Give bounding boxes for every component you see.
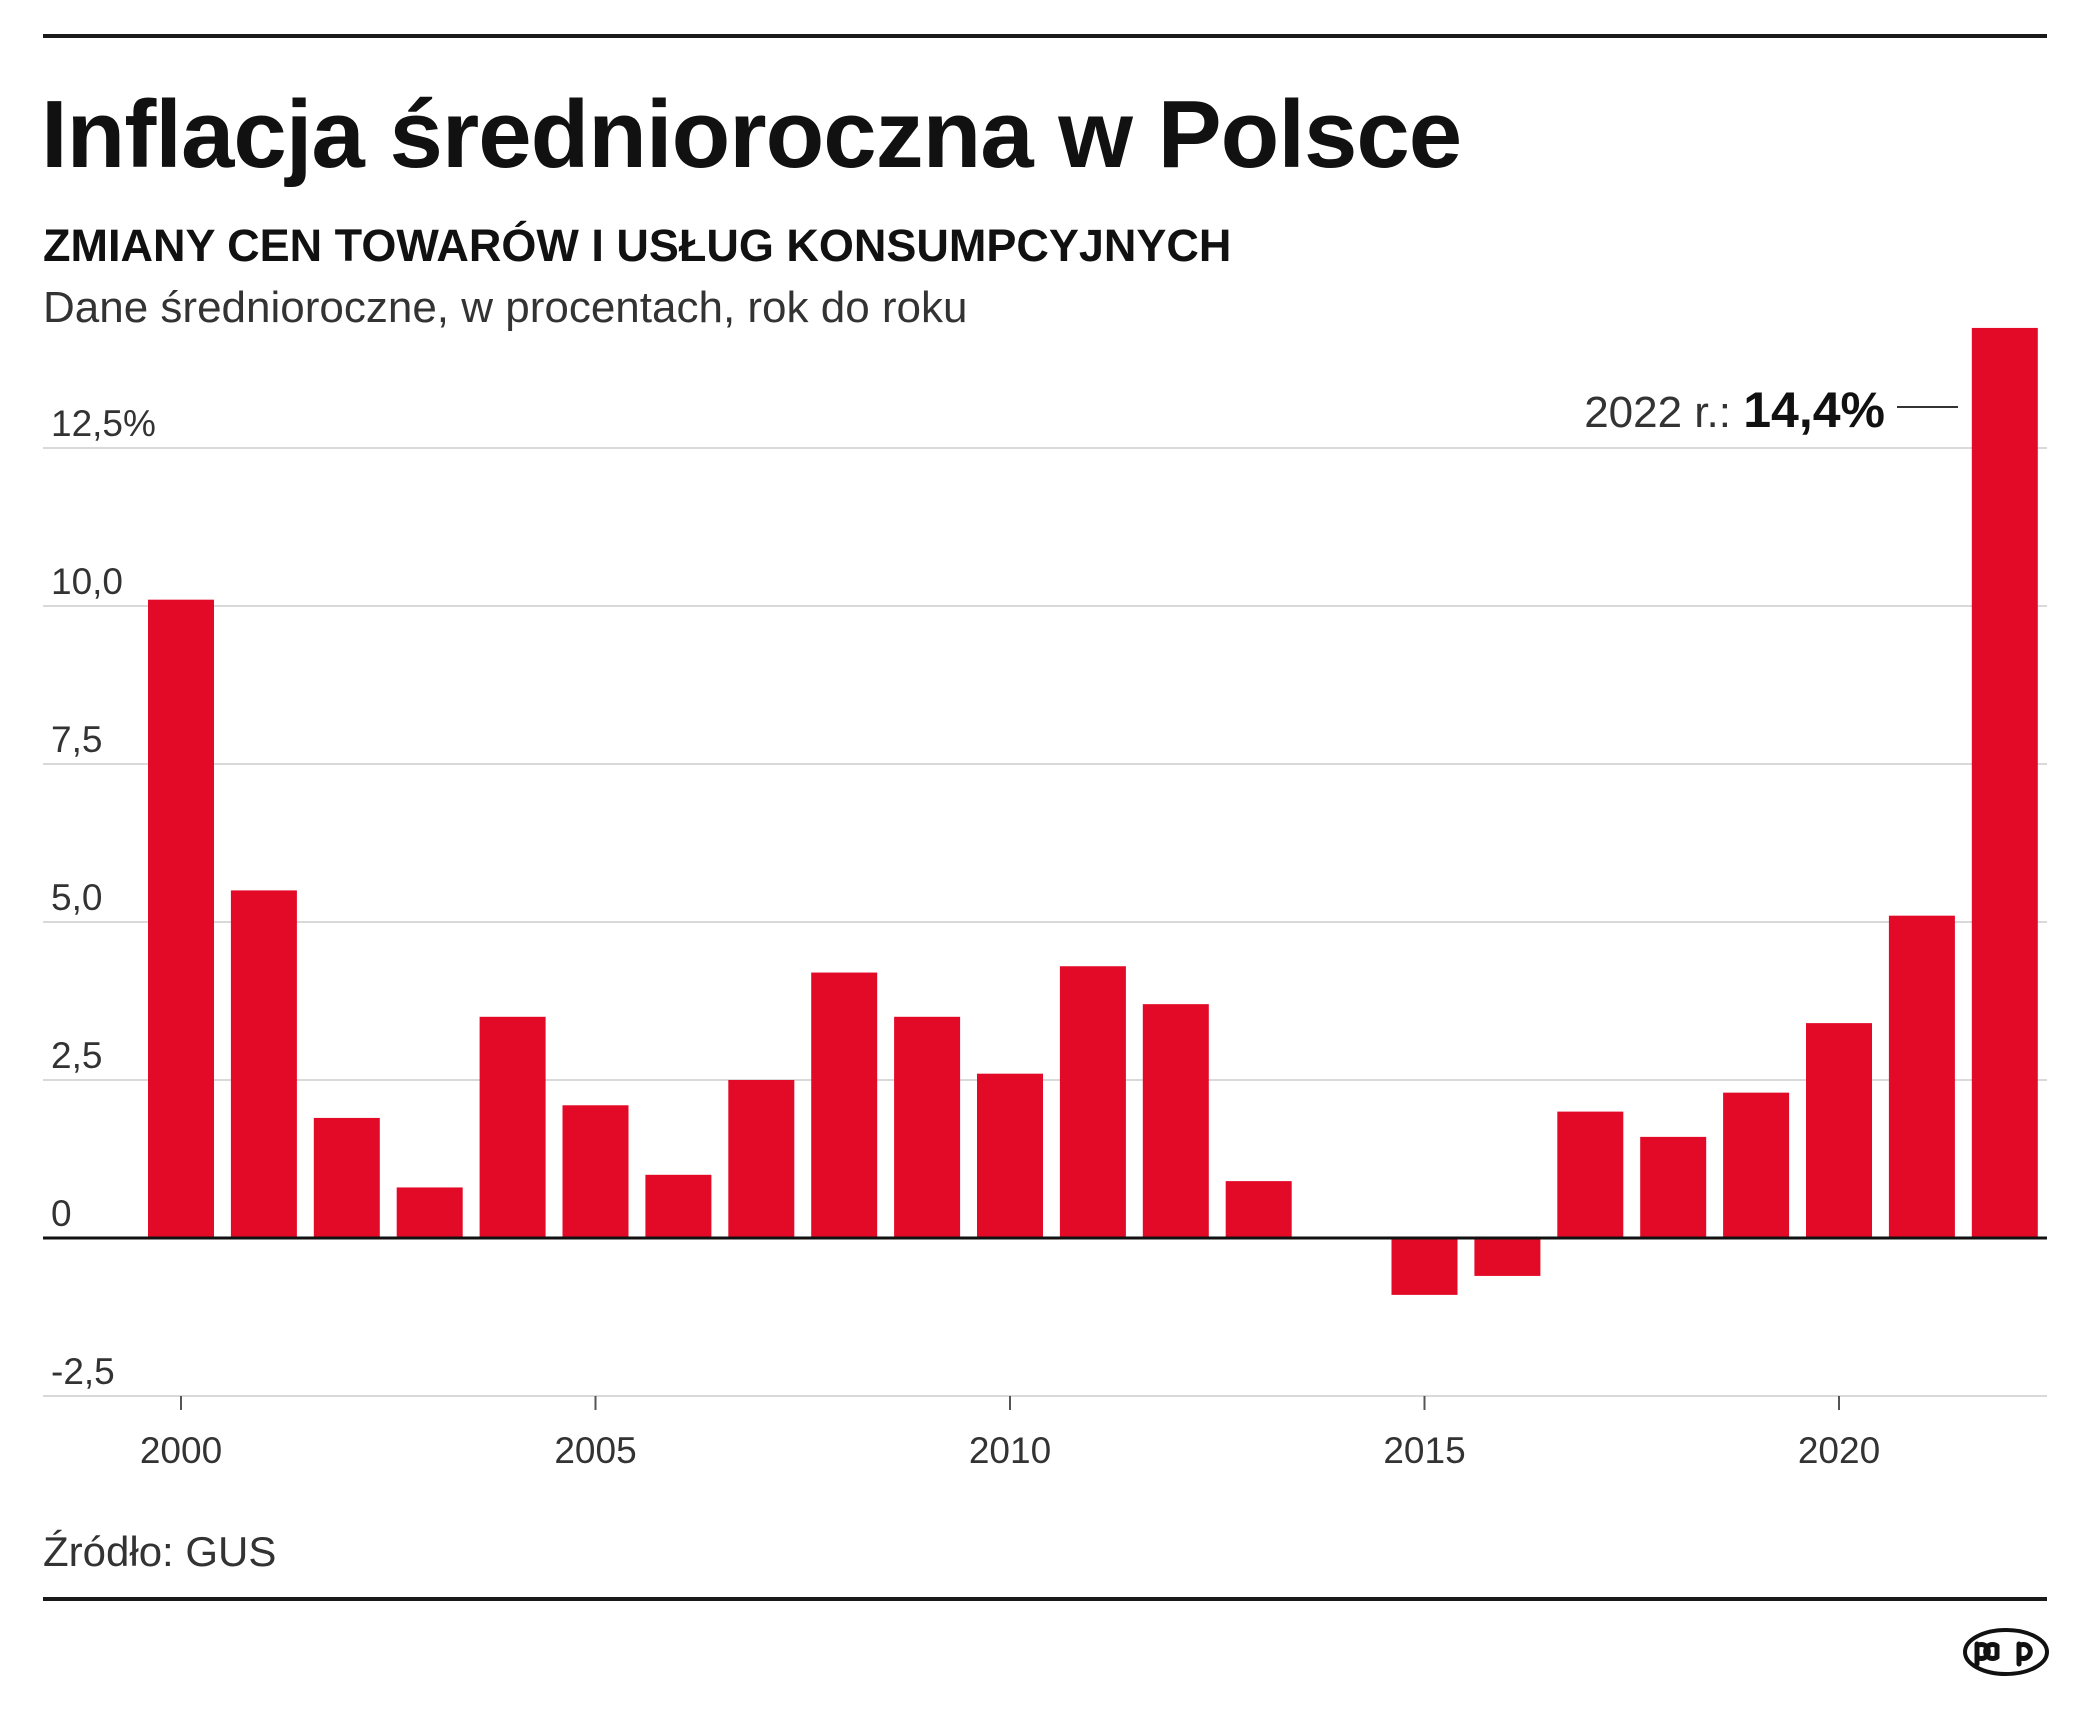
bottom-rule	[43, 1597, 2047, 1601]
bar-2012	[1142, 1004, 1209, 1238]
x-tick-label: 2005	[554, 1430, 636, 1471]
source-note: Źródło: GUS	[43, 1528, 277, 1575]
y-tick-label: 0	[51, 1193, 72, 1234]
y-tick-label: 12,5%	[51, 403, 156, 444]
chart-note: Dane średnioroczne, w procentach, rok do…	[43, 283, 968, 332]
x-tick-label: 2020	[1798, 1430, 1880, 1471]
bar-2017	[1557, 1111, 1624, 1238]
callout-value: 14,4%	[1743, 382, 1885, 438]
bar-2018	[1640, 1136, 1707, 1238]
x-tick-label: 2000	[140, 1430, 222, 1471]
chart-title: Inflacja średnioroczna w Polsce	[41, 81, 1462, 188]
bar-2008	[811, 972, 878, 1238]
callout-label: 2022 r.: 14,4%	[1584, 382, 1885, 438]
chart-subtitle: ZMIANY CEN TOWARÓW I USŁUG KONSUMPCYJNYC…	[43, 220, 1232, 271]
bar-2006	[645, 1174, 712, 1238]
pap-logo	[1963, 1628, 2049, 1676]
y-tick-label: 2,5	[51, 1035, 102, 1076]
y-tick-label: 5,0	[51, 877, 102, 918]
bar-2007	[728, 1080, 795, 1238]
callout-prefix: 2022 r.:	[1584, 388, 1743, 437]
bar-2009	[894, 1016, 961, 1238]
bar-2010	[977, 1073, 1043, 1238]
bar-2016	[1474, 1238, 1541, 1276]
bar-2020	[1806, 1023, 1872, 1238]
pap-logo-shape	[1963, 1628, 2049, 1676]
pap-logo-lettering	[1974, 1641, 2033, 1667]
bar-2011	[1059, 966, 1126, 1238]
top-rule	[43, 34, 2047, 38]
y-tick-label: 10,0	[51, 561, 123, 602]
y-tick-label: -2,5	[51, 1351, 115, 1392]
y-tick-label: 7,5	[51, 719, 102, 760]
x-tick-label: 2010	[969, 1430, 1051, 1471]
bar-2000	[148, 599, 214, 1238]
bar-2004	[479, 1016, 546, 1238]
bar-2002	[313, 1117, 380, 1238]
bar-2013	[1225, 1181, 1292, 1238]
bar-2019	[1723, 1092, 1790, 1238]
bar-2022	[1971, 327, 2038, 1238]
x-tick-label: 2015	[1383, 1430, 1465, 1471]
bar-2001	[230, 890, 297, 1238]
bar-2005	[562, 1105, 629, 1238]
bar-2015	[1391, 1238, 1458, 1295]
bar-2021	[1888, 915, 1955, 1238]
bar-2003	[396, 1187, 463, 1238]
